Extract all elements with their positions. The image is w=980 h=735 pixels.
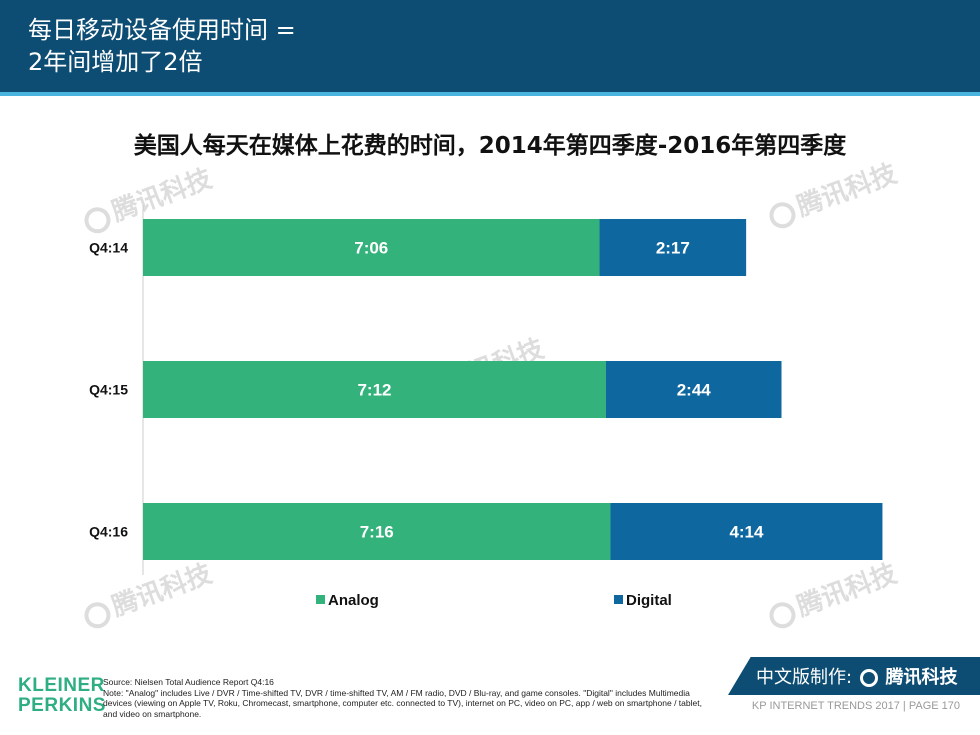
- category-label: Q4:14: [89, 240, 128, 256]
- bar-value-label-digital: 2:44: [677, 381, 712, 400]
- bar-segment-digital: [610, 503, 883, 560]
- header-accent-line: [0, 92, 980, 96]
- category-label: Q4:16: [89, 524, 128, 540]
- bar-value-label-digital: 4:14: [729, 523, 764, 542]
- bar-segment-analog: [143, 503, 611, 560]
- kleiner-perkins-logo: KLEINER PERKINS: [18, 675, 106, 716]
- brand-credit: 中文版制作: 腾讯科技: [756, 663, 958, 689]
- slide-title-line2: 2年间增加了2倍: [28, 48, 203, 76]
- legend-swatch-analog: [316, 595, 325, 604]
- bar-value-label-digital: 2:17: [656, 239, 690, 258]
- brand-prefix: 中文版制作:: [756, 667, 853, 688]
- chart-title: 美国人每天在媒体上花费的时间，2014年第四季度-2016年第四季度: [133, 133, 847, 159]
- header-banner: 每日移动设备使用时间 = 2年间增加了2倍: [0, 0, 980, 92]
- bar-segment-analog: [143, 219, 600, 276]
- bar-segment-digital: [605, 361, 782, 418]
- note-text: Note: "Analog" includes Live / DVR / Tim…: [103, 687, 702, 719]
- bar-value-label-analog: 7:06: [354, 239, 388, 258]
- legend-swatch-digital: [614, 595, 623, 604]
- slide-title-line1: 每日移动设备使用时间 =: [28, 16, 296, 44]
- legend-label-digital: Digital: [626, 592, 672, 609]
- bar-value-label-analog: 7:16: [360, 523, 394, 542]
- source-note: Source: Nielsen Total Audience Report Q4…: [103, 677, 718, 719]
- category-label: Q4:15: [89, 382, 128, 398]
- brand-name: 腾讯科技: [885, 667, 958, 688]
- bar-segment-analog: [143, 361, 606, 418]
- footer-page-info: KP INTERNET TRENDS 2017 | PAGE 170: [751, 700, 960, 712]
- tencent-logo-icon: [859, 669, 878, 687]
- bar-segment-digital: [599, 219, 747, 276]
- legend-label-analog: Analog: [328, 592, 379, 609]
- brand-badge: [728, 657, 980, 695]
- source-line: Source: Nielsen Total Audience Report Q4…: [103, 677, 274, 687]
- bar-value-label-analog: 7:12: [357, 381, 391, 400]
